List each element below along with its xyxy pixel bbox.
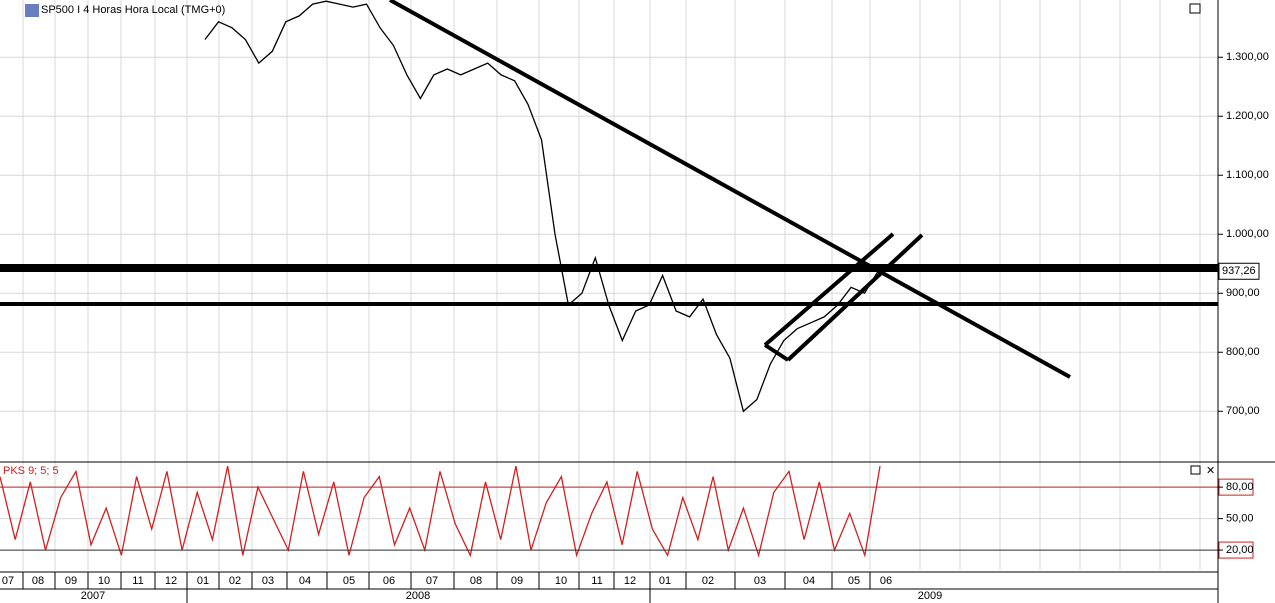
x-tick-label: 09 [65,575,77,587]
last-price-label: 937,26 [1222,265,1256,277]
y-tick-label: 800,00 [1226,346,1260,358]
drawings [0,0,1218,379]
y-tick-label: 1.300,00 [1226,51,1269,63]
trend-line [389,0,1071,379]
icon [25,4,39,17]
chart-title: SP500 I 4 Horas Hora Local (TMG+0) [41,4,225,16]
maximize-button[interactable] [1189,3,1201,14]
x-tick-label: 08 [470,575,482,587]
price-line [204,0,879,413]
y-tick-label: 1.200,00 [1226,110,1269,122]
x-tick-label: 10 [555,575,567,587]
x-tick-label: 10 [98,575,110,587]
x-tick-label: 03 [754,575,766,587]
x-tick-label: 07 [426,575,438,587]
channel-line [763,343,790,362]
y-tick-label: 80,00 [1226,481,1254,493]
marks [0,0,1218,558]
year-label: 2007 [81,590,105,602]
channel-line [763,232,895,347]
channel-line [786,233,924,362]
x-tick-label: 08 [32,575,44,587]
x-tick-label: 06 [880,575,892,587]
x-tick-label: 03 [262,575,274,587]
x-tick-label: 11 [591,575,602,587]
y-tick-label: 700,00 [1226,405,1260,417]
y-tick-label: 50,00 [1226,513,1254,525]
y-tick-label: 1.100,00 [1226,169,1269,181]
maximize-button[interactable] [1190,465,1201,475]
x-tick-label: 12 [165,575,177,587]
x-tick-label: 09 [511,575,523,587]
x-tick-label: 02 [702,575,714,587]
x-tick-label: 11 [132,575,143,587]
x-tick-label: 01 [659,575,671,587]
y-tick-label: 20,00 [1226,544,1254,556]
y-tick-label: 1.000,00 [1226,228,1269,240]
year-label: 2009 [918,590,942,602]
x-tick-label: 06 [383,575,395,587]
last-price-box [1218,262,1260,280]
year-label: 2008 [406,590,430,602]
x-tick-label: 04 [803,575,815,587]
x-tick-label: 05 [343,575,355,587]
close-button[interactable]: ✕ [1206,465,1215,477]
price-line [0,465,881,558]
y-tick-label: 900,00 [1226,287,1260,299]
x-tick-label: 05 [848,575,860,587]
x-tick-label: 02 [229,575,241,587]
x-tick-label: 12 [624,575,636,587]
x-tick-label: 07 [2,575,14,587]
x-tick-label: 01 [197,575,209,587]
indicator-title: PKS 9; 5; 5 [3,465,59,477]
x-tick-label: 04 [299,575,311,587]
